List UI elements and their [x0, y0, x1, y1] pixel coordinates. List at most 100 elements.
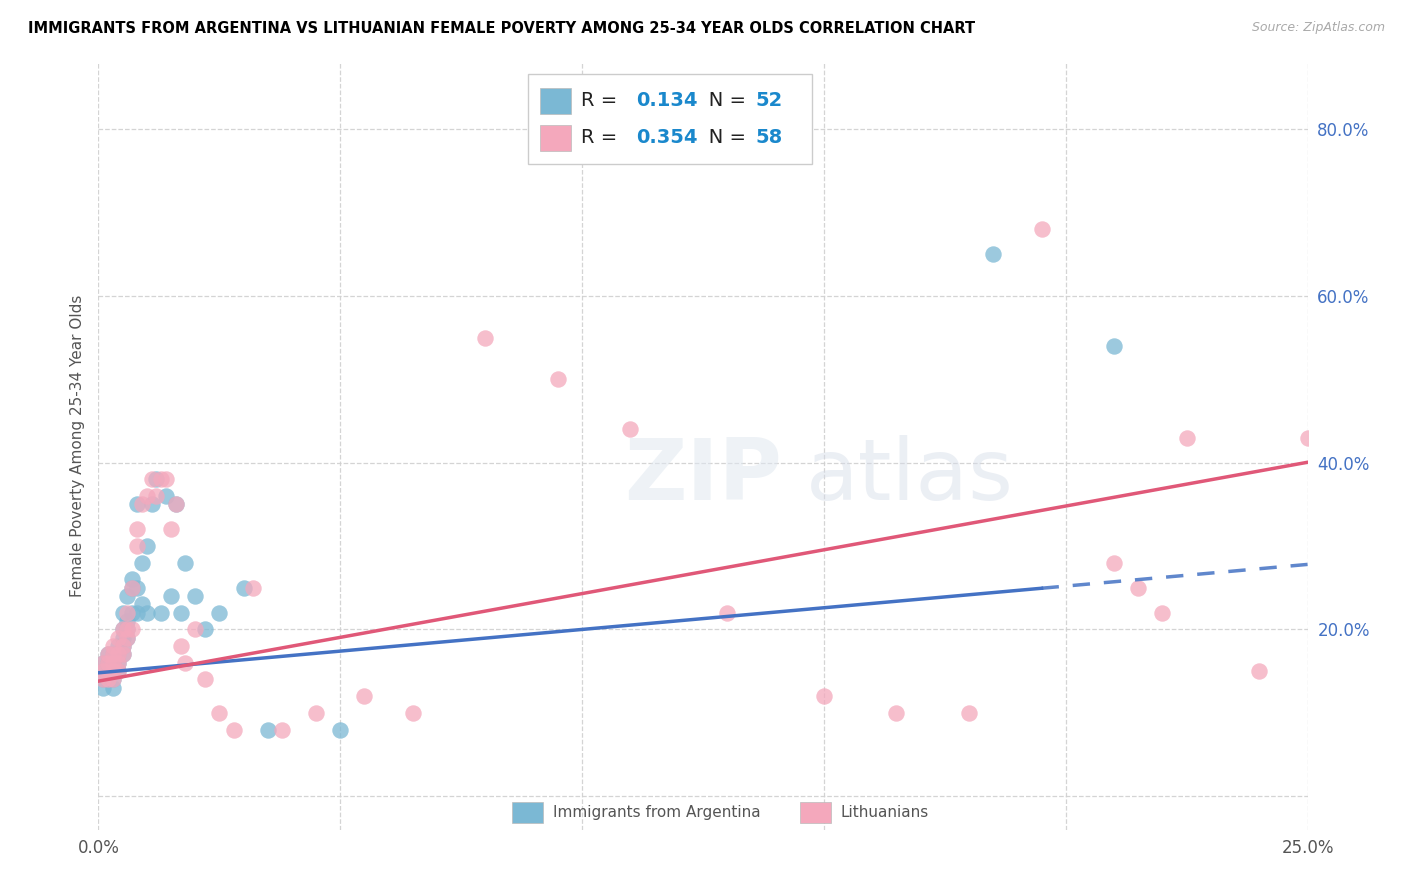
Point [1031, 222, 1053, 236]
Point [222, 723, 245, 737]
Point [97, 648, 120, 662]
Point [155, 472, 177, 486]
Point [135, 539, 157, 553]
Point [353, 689, 375, 703]
Point [329, 723, 352, 737]
Point [117, 631, 139, 645]
Point [174, 556, 197, 570]
Point [160, 589, 183, 603]
Point [957, 706, 980, 720]
Point [117, 614, 139, 628]
Point [145, 472, 167, 486]
Point [117, 606, 139, 620]
Point [813, 689, 835, 703]
Point [121, 623, 143, 637]
Point [97, 673, 120, 687]
Point [107, 656, 129, 670]
Point [101, 656, 124, 670]
Point [97, 648, 120, 662]
Point [165, 497, 187, 511]
Point [169, 639, 191, 653]
Point [121, 581, 143, 595]
Point [111, 639, 134, 653]
Point [107, 648, 129, 662]
Point [256, 723, 278, 737]
Point [305, 706, 328, 720]
Point [174, 656, 197, 670]
Text: ZIP: ZIP [624, 435, 782, 518]
Point [145, 489, 167, 503]
Point [91, 673, 114, 687]
Point [121, 573, 143, 587]
Point [101, 681, 124, 695]
Point [208, 606, 231, 620]
Point [1249, 664, 1271, 678]
Point [155, 489, 177, 503]
Text: 58: 58 [755, 128, 782, 147]
Point [121, 581, 143, 595]
Point [117, 631, 139, 645]
Y-axis label: Female Poverty Among 25-34 Year Olds: Female Poverty Among 25-34 Year Olds [69, 295, 84, 597]
Text: N =: N = [690, 128, 752, 147]
Point [242, 581, 264, 595]
FancyBboxPatch shape [800, 802, 831, 823]
Point [165, 497, 187, 511]
Point [111, 648, 134, 662]
Text: Immigrants from Argentina: Immigrants from Argentina [553, 805, 761, 820]
Point [91, 664, 114, 678]
Point [271, 723, 294, 737]
Point [981, 247, 1004, 261]
Point [111, 606, 134, 620]
Point [886, 706, 908, 720]
Point [111, 648, 134, 662]
Text: Source: ZipAtlas.com: Source: ZipAtlas.com [1251, 21, 1385, 34]
Point [111, 623, 134, 637]
Point [716, 606, 738, 620]
Point [101, 673, 124, 687]
Text: IMMIGRANTS FROM ARGENTINA VS LITHUANIAN FEMALE POVERTY AMONG 25-34 YEAR OLDS COR: IMMIGRANTS FROM ARGENTINA VS LITHUANIAN … [28, 21, 976, 36]
Point [117, 623, 139, 637]
Point [101, 656, 124, 670]
Point [117, 623, 139, 637]
Point [107, 648, 129, 662]
Text: 0.134: 0.134 [637, 91, 697, 111]
Point [97, 664, 120, 678]
Point [107, 639, 129, 653]
FancyBboxPatch shape [512, 802, 543, 823]
Point [619, 422, 641, 436]
Point [91, 656, 114, 670]
Point [101, 648, 124, 662]
Point [141, 472, 163, 486]
Point [127, 606, 149, 620]
Point [101, 648, 124, 662]
Point [107, 656, 129, 670]
Text: R =: R = [581, 128, 623, 147]
Point [131, 556, 153, 570]
Point [97, 656, 120, 670]
Point [402, 706, 425, 720]
Point [141, 497, 163, 511]
Point [131, 598, 153, 612]
Text: atlas: atlas [806, 435, 1014, 518]
Point [91, 681, 114, 695]
Text: 0.354: 0.354 [637, 128, 697, 147]
Point [1102, 339, 1125, 353]
Point [1296, 431, 1319, 445]
Point [1152, 606, 1174, 620]
Point [160, 522, 183, 536]
Point [111, 631, 134, 645]
Point [97, 656, 120, 670]
Text: 52: 52 [755, 91, 782, 111]
Point [1102, 556, 1125, 570]
Point [208, 706, 231, 720]
Point [547, 372, 569, 386]
Point [135, 489, 157, 503]
Point [111, 623, 134, 637]
Point [101, 673, 124, 687]
Point [150, 472, 173, 486]
Point [97, 673, 120, 687]
Text: R =: R = [581, 91, 623, 111]
Point [107, 631, 129, 645]
Point [135, 606, 157, 620]
Point [101, 664, 124, 678]
